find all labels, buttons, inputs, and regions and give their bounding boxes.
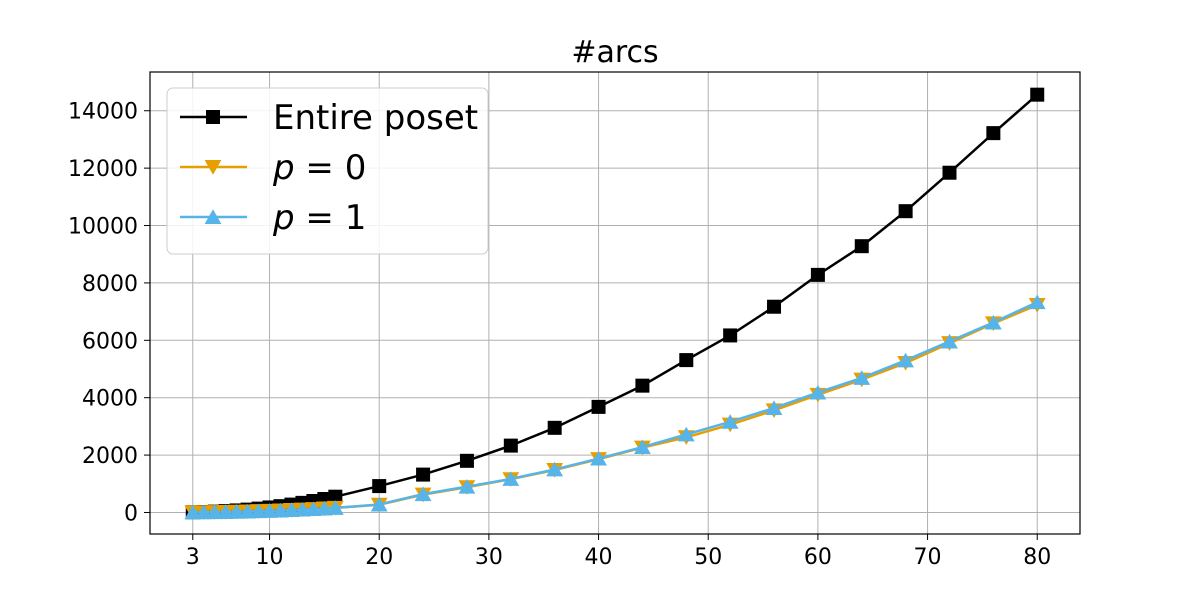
data-point	[547, 420, 562, 435]
x-tick-label: 50	[694, 545, 722, 570]
data-point	[502, 471, 520, 486]
legend-marker	[204, 209, 222, 224]
data-point	[723, 328, 738, 343]
data-point	[679, 353, 694, 368]
data-point	[370, 496, 388, 512]
data-point	[590, 450, 607, 466]
data-point	[459, 453, 474, 468]
data-point	[984, 314, 1002, 330]
data-point	[294, 501, 311, 517]
series-line	[192, 303, 1038, 514]
axis-ticks: 3 10 20 30 40 50 60 70 80 0 2000 4000 6000 8000 10000 1…	[68, 100, 1051, 570]
y-tick-label: 4000	[82, 387, 138, 412]
data-point	[206, 504, 224, 520]
data-point	[458, 478, 476, 494]
x-tick-label: 60	[804, 545, 832, 570]
data-point	[986, 126, 1001, 141]
data-point	[854, 239, 869, 254]
legend-marker	[206, 110, 220, 124]
legend: Entire poset p = 0 p = 1	[166, 87, 489, 255]
y-tick-label: 12000	[68, 157, 138, 182]
data-point	[372, 479, 387, 494]
data-point	[283, 502, 300, 518]
data-point	[195, 504, 213, 520]
x-tick-label: 3	[186, 545, 200, 570]
data-point	[217, 504, 235, 519]
data-point	[810, 267, 825, 282]
data-point	[853, 370, 871, 385]
data-point	[326, 500, 344, 515]
series-line	[192, 301, 1038, 514]
series-2	[184, 294, 1046, 520]
data-point	[942, 165, 957, 180]
data-point	[941, 333, 958, 349]
data-point	[591, 399, 606, 414]
y-tick-label: 8000	[82, 272, 138, 297]
plot-series	[184, 87, 1046, 521]
data-point	[634, 439, 651, 455]
y-tick-label: 2000	[82, 444, 138, 469]
data-point	[272, 502, 289, 518]
data-point	[503, 438, 518, 453]
data-point	[1028, 294, 1046, 310]
series-1	[184, 298, 1046, 521]
x-tick-label: 80	[1023, 545, 1051, 570]
data-point	[677, 426, 695, 442]
x-tick-label: 70	[914, 545, 942, 570]
data-point	[898, 204, 913, 219]
legend-label: Entire poset	[273, 98, 478, 138]
legend-entry-1: p = 0	[180, 148, 366, 188]
data-point	[1030, 87, 1045, 102]
data-point	[184, 504, 202, 520]
chart-title: #arcs	[571, 35, 658, 70]
x-tick-label: 20	[365, 545, 393, 570]
legend-entry-2: p = 1	[180, 198, 366, 238]
data-point	[897, 352, 915, 368]
y-tick-label: 14000	[68, 100, 138, 125]
grid-lines	[150, 72, 1080, 534]
data-point	[305, 501, 322, 517]
x-tick-label: 30	[475, 545, 503, 570]
data-point	[721, 414, 739, 429]
legend-label: p = 0	[272, 148, 366, 188]
data-point	[328, 489, 343, 504]
data-point	[414, 486, 432, 502]
data-point	[765, 400, 783, 416]
data-point	[416, 467, 431, 482]
data-point	[228, 504, 246, 519]
data-point	[809, 384, 827, 400]
y-tick-label: 0	[124, 501, 138, 526]
y-tick-label: 6000	[82, 329, 138, 354]
data-point	[315, 500, 333, 516]
y-tick-label: 10000	[68, 215, 138, 240]
data-point	[767, 299, 782, 314]
legend-marker	[204, 160, 222, 175]
legend-entry-0: Entire poset	[180, 98, 478, 138]
x-tick-label: 40	[585, 545, 613, 570]
data-point	[250, 503, 267, 519]
legend-label: p = 1	[272, 198, 366, 238]
legend-box	[166, 87, 489, 255]
data-point	[546, 461, 564, 477]
data-point	[239, 503, 257, 519]
data-point	[261, 503, 278, 518]
data-point	[635, 378, 650, 393]
x-tick-label: 10	[256, 545, 284, 570]
plot-frame	[149, 71, 1081, 535]
